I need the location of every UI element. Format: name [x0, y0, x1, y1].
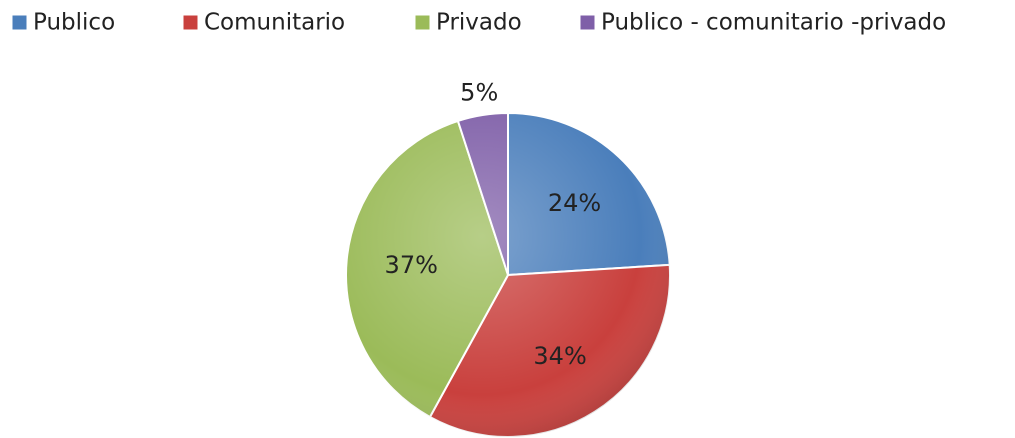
data-label: 37%	[385, 251, 438, 279]
legend-swatch	[182, 14, 199, 31]
legend-label: Privado	[436, 10, 522, 36]
legend-swatch	[579, 14, 596, 31]
legend-label: Comunitario	[204, 10, 345, 36]
data-label: 34%	[533, 342, 586, 370]
data-label: 24%	[548, 189, 601, 217]
legend-swatch	[11, 14, 28, 31]
legend-swatch	[414, 14, 431, 31]
legend-label: Publico - comunitario -privado	[601, 10, 946, 36]
legend-label: Publico	[33, 10, 115, 36]
data-label: 5%	[460, 78, 498, 106]
